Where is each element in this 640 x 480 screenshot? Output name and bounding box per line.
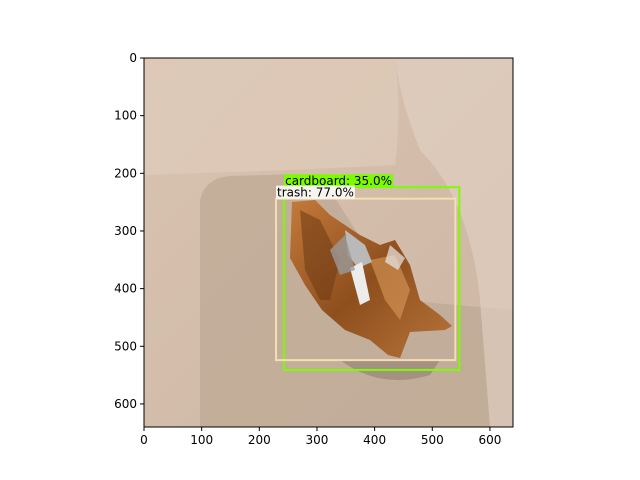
y-tick-label: 100 (114, 109, 137, 123)
y-tick-label: 0 (129, 51, 137, 65)
x-tick-label: 200 (248, 433, 271, 447)
y-tick-label: 500 (114, 339, 137, 353)
cardboard-label-bg (284, 174, 394, 188)
axes-frame (143, 57, 514, 428)
y-axis: 0 100 200 300 400 500 600 (114, 51, 144, 411)
x-tick-label: 500 (421, 433, 444, 447)
cardboard-label: cardboard: 35.0% (285, 174, 392, 188)
y-tick-label: 600 (114, 397, 137, 411)
x-tick-label: 300 (306, 433, 329, 447)
x-tick-label: 600 (478, 433, 501, 447)
y-tick-label: 400 (114, 282, 137, 296)
detections-layer: cardboard: 35.0%trash: 77.0% (275, 174, 461, 371)
x-tick-label: 400 (363, 433, 386, 447)
trash-label-bg (276, 185, 355, 199)
photo (144, 58, 513, 427)
crumpled-wrapper (290, 200, 452, 358)
y-tick-label: 300 (114, 224, 137, 238)
x-axis: 0 100 200 300 400 500 600 (140, 427, 501, 447)
trash-label: trash: 77.0% (277, 186, 354, 200)
trash-box (275, 197, 457, 362)
y-tick-label: 200 (114, 166, 137, 180)
x-tick-label: 0 (140, 433, 148, 447)
x-tick-label: 100 (190, 433, 213, 447)
